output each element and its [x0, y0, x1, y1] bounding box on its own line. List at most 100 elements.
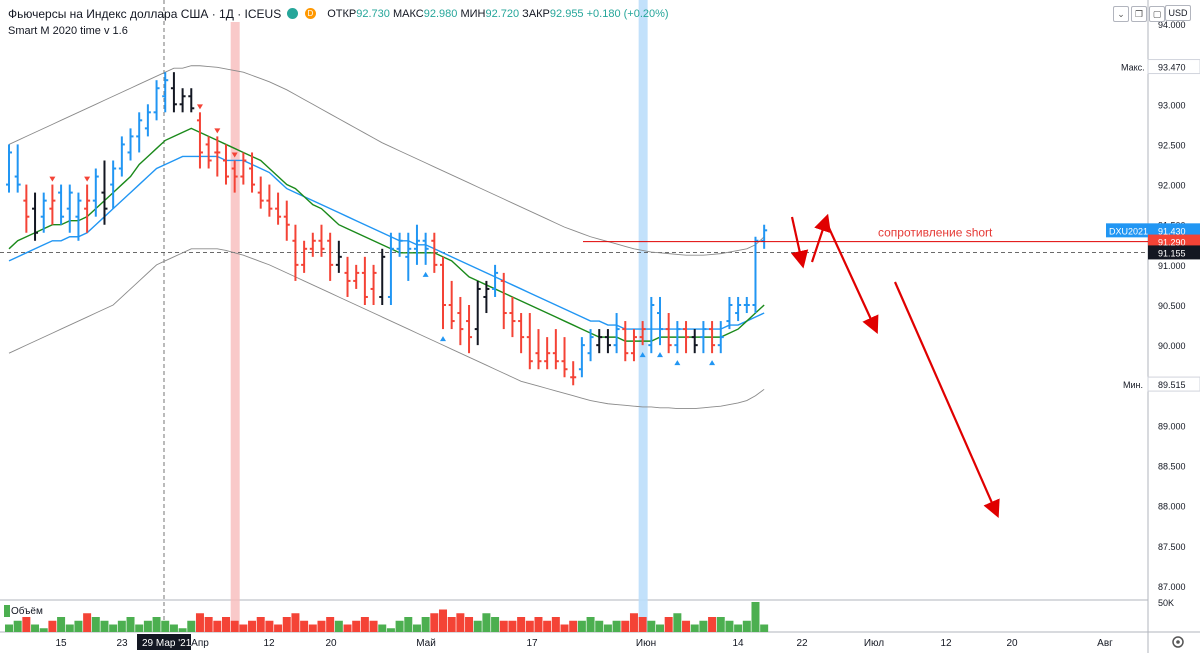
maximize-icon[interactable]: ▢	[1149, 6, 1165, 22]
ohlc-bar	[648, 296, 655, 354]
volume-bar	[647, 620, 656, 632]
volume-bar	[300, 620, 309, 632]
ohlc-bar	[162, 72, 169, 113]
ohlc-bar	[335, 240, 342, 273]
ohlc-bar	[552, 329, 559, 370]
collapse-icon[interactable]: ⌄	[1113, 6, 1129, 22]
ohlc-bar	[257, 176, 264, 209]
time-tick-label: 12	[263, 638, 275, 649]
ohlc-bar	[474, 280, 481, 346]
ohlc-bar	[58, 184, 65, 225]
ohlc-bar	[665, 313, 672, 354]
volume-bar	[213, 620, 222, 632]
volume-bar	[48, 620, 57, 632]
volume-bar	[256, 617, 265, 632]
time-tick-label: Май	[416, 638, 436, 649]
close-label: ЗАКР	[522, 7, 550, 20]
time-tick-label: 22	[796, 638, 808, 649]
volume-bar	[430, 613, 439, 632]
volume-bar	[204, 617, 213, 632]
ohlc-bar	[396, 232, 403, 257]
time-tick-label: 17	[526, 638, 538, 649]
ohlc-bar	[726, 296, 733, 330]
ohlc-bar	[66, 184, 73, 233]
volume-bar	[603, 624, 612, 632]
settings-gear-icon[interactable]	[1172, 636, 1184, 648]
band-lower-line	[8, 248, 765, 410]
time-tick-label: 15	[55, 638, 67, 649]
ohlc-bar	[613, 313, 620, 354]
volume-bar	[543, 620, 552, 632]
change-value: +0.180 (+0.20%)	[586, 7, 669, 20]
volume-bar	[534, 617, 543, 632]
delay-badge: D	[304, 8, 316, 20]
max-label: Макс.	[1121, 63, 1145, 73]
volume-bar	[39, 628, 48, 632]
buy-signal-icon	[440, 336, 446, 342]
time-cursor-label: 29 Мар '21	[142, 638, 192, 649]
volume-bar	[560, 624, 569, 632]
time-tick-label: 12	[940, 638, 952, 649]
time-tick-label: Июн	[636, 638, 656, 649]
ohlc-bar	[639, 321, 646, 346]
time-cursor-tag: 29 Мар '21	[137, 634, 192, 650]
ohlc-bar	[509, 296, 516, 338]
price-tick-label: 92.500	[1158, 140, 1186, 150]
ohlc-bar	[735, 296, 742, 322]
ohlc-bar	[275, 192, 282, 225]
ohlc-bar	[92, 168, 99, 217]
indicator-title[interactable]: Smart M 2020 time v 1.6	[8, 25, 128, 37]
sell-signal-icon	[84, 176, 91, 182]
price-tick-label: 87.000	[1158, 582, 1186, 592]
volume-bar	[569, 620, 578, 632]
ohlc-bar	[249, 152, 256, 193]
time-tick-label: 20	[1006, 638, 1018, 649]
price-tick-label: 87.500	[1158, 542, 1186, 552]
volume-bar	[664, 617, 673, 632]
svg-text:91.290: 91.290	[1158, 238, 1186, 248]
price-tick-label: 93.000	[1158, 100, 1186, 110]
volume-bar	[343, 624, 352, 632]
price-tick-label: 91.000	[1158, 261, 1186, 271]
ohlc-bar	[578, 337, 585, 378]
volume-bar	[369, 620, 378, 632]
ema-green-line	[8, 127, 765, 342]
ohlc-bar	[448, 280, 455, 330]
time-tick-label: Авг	[1097, 638, 1113, 649]
volume-bar	[447, 617, 456, 632]
currency-button[interactable]: USD	[1165, 5, 1191, 21]
band-upper-line	[8, 65, 765, 256]
volume-axis-label: 50K	[1158, 598, 1174, 608]
buy-signal-icon	[657, 352, 663, 358]
ohlc-bar	[440, 256, 446, 330]
volume-bar	[716, 617, 725, 632]
volume-label: Объём	[11, 605, 43, 617]
ohlc-bar	[535, 329, 542, 370]
volume-bar	[65, 624, 74, 632]
ohlc-bar	[118, 136, 125, 177]
ohlc-bar	[223, 144, 229, 185]
volume-bar	[22, 617, 31, 632]
symbol-title[interactable]: Фьючерсы на Индекс доллара США · 1Д · IC…	[8, 6, 282, 21]
ohlc-bar	[483, 280, 490, 314]
volume-bar	[586, 617, 595, 632]
ohlc-bar	[353, 264, 360, 289]
symbol-price-tag: DXU2021 91.430	[1106, 223, 1200, 238]
ohlc-bar	[344, 256, 351, 297]
max-value: 93.470	[1158, 63, 1186, 73]
ohlc-bar	[40, 192, 47, 233]
ohlc-bar	[387, 232, 394, 305]
ohlc-bar	[75, 192, 82, 241]
restore-icon[interactable]: ❐	[1131, 6, 1147, 22]
sell-signal-icon	[214, 128, 221, 134]
ohlc-bar	[361, 256, 368, 305]
volume-bar	[656, 624, 664, 632]
time-tick-label: 14	[732, 638, 744, 649]
volume-bar	[282, 617, 291, 632]
ohlc-bar	[101, 160, 108, 225]
chart-header: Фьючерсы на Индекс доллара США · 1Д · IC…	[8, 6, 669, 21]
ohlc-bar	[492, 264, 499, 297]
min-price-tag: Мин. 89.515	[1118, 376, 1200, 392]
